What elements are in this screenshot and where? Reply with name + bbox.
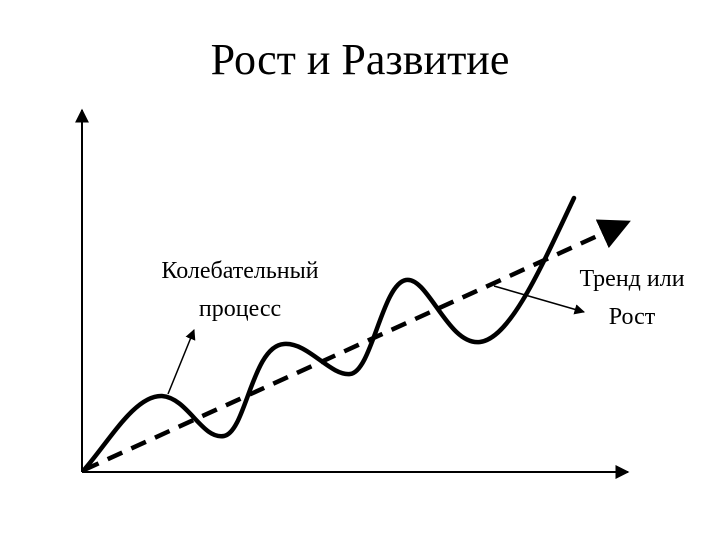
trend-label-line2: Рост: [609, 304, 656, 330]
trend-pointer: [493, 285, 586, 315]
oscillation-label-line1: Колебательный: [161, 258, 318, 284]
oscillation-pointer: [167, 329, 196, 395]
oscillation-curve: [81, 195, 577, 473]
slide-title: Рост и Развитие: [210, 35, 510, 84]
trend-label-line1: Тренд или: [579, 266, 684, 292]
trend-line: [83, 219, 631, 473]
oscillation-label-line2: процесс: [199, 296, 281, 322]
